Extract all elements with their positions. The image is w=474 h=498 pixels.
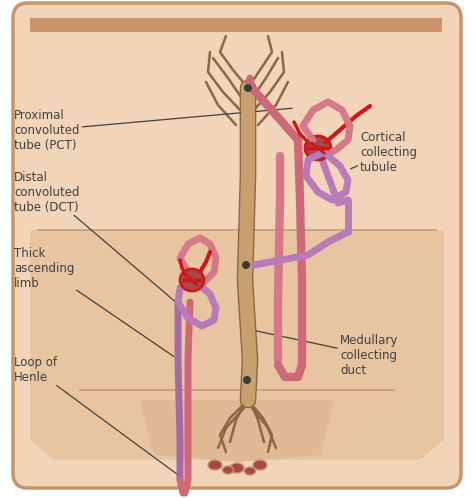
Text: Proximal
convoluted
tube (PCT): Proximal convoluted tube (PCT) xyxy=(14,108,292,151)
Polygon shape xyxy=(30,230,444,460)
Circle shape xyxy=(242,261,250,269)
Ellipse shape xyxy=(230,463,244,473)
FancyBboxPatch shape xyxy=(13,3,461,488)
Ellipse shape xyxy=(208,460,222,470)
Ellipse shape xyxy=(305,136,331,160)
Circle shape xyxy=(243,376,251,384)
Polygon shape xyxy=(140,400,334,462)
Text: Loop of
Henle: Loop of Henle xyxy=(14,356,183,479)
Text: Medullary
collecting
duct: Medullary collecting duct xyxy=(255,331,398,376)
Ellipse shape xyxy=(253,460,267,470)
Text: Cortical
collecting
tubule: Cortical collecting tubule xyxy=(351,130,417,173)
Ellipse shape xyxy=(222,466,234,474)
Ellipse shape xyxy=(245,467,255,475)
Text: Thick
ascending
limb: Thick ascending limb xyxy=(14,247,173,357)
Circle shape xyxy=(244,84,252,92)
Text: Distal
convoluted
tube (DCT): Distal convoluted tube (DCT) xyxy=(14,170,176,302)
Polygon shape xyxy=(30,18,442,32)
Ellipse shape xyxy=(180,269,204,291)
